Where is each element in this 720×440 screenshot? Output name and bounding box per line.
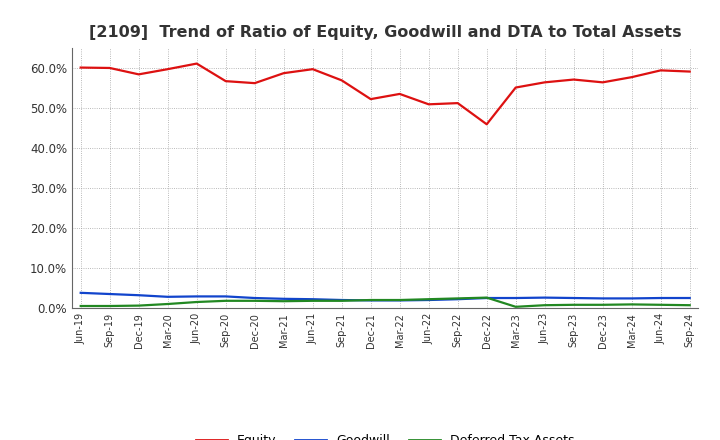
Legend: Equity, Goodwill, Deferred Tax Assets: Equity, Goodwill, Deferred Tax Assets (191, 429, 580, 440)
Title: [2109]  Trend of Ratio of Equity, Goodwill and DTA to Total Assets: [2109] Trend of Ratio of Equity, Goodwil… (89, 25, 682, 40)
